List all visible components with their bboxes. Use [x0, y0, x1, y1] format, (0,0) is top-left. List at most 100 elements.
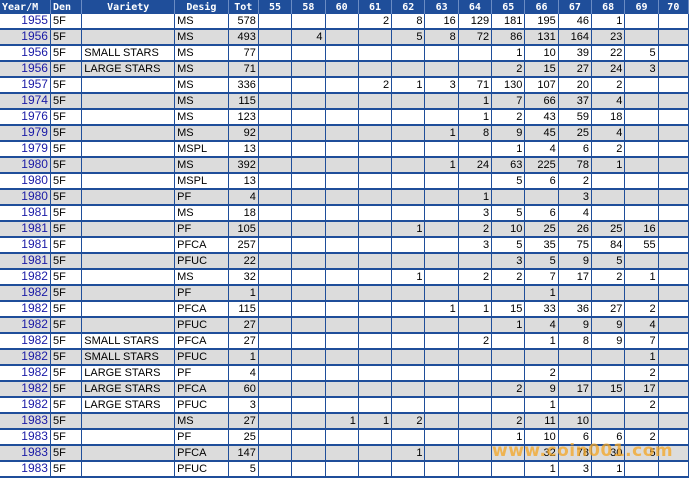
year-link[interactable]: 1982 [21, 381, 48, 395]
grade-count-cell [291, 317, 326, 334]
year-link[interactable]: 1980 [21, 173, 48, 187]
year-link[interactable]: 1976 [21, 109, 48, 123]
table-row: 1982 5F LARGE STARS PFUC 3 1 2 [0, 397, 689, 414]
grade-count-cell: 23 [591, 29, 626, 46]
year-link[interactable]: 1982 [21, 301, 48, 315]
grade-count-cell: 86 [491, 29, 526, 46]
grade-count-cell [458, 381, 493, 398]
column-header-grade-61: 61 [358, 0, 393, 14]
year-link[interactable]: 1981 [21, 205, 48, 219]
year-link[interactable]: 1980 [21, 157, 48, 171]
year-link[interactable]: 1981 [21, 221, 48, 235]
designation-cell: MS [174, 45, 229, 62]
grade-count-cell: 9 [524, 381, 559, 398]
table-row: 1982 5F PF 1 1 [0, 285, 689, 302]
grade-count-cell [358, 109, 393, 126]
grade-count-cell [291, 269, 326, 286]
year-link[interactable]: 1956 [21, 61, 48, 75]
grade-count-cell [258, 381, 293, 398]
year-link[interactable]: 1982 [21, 269, 48, 283]
year-link[interactable]: 1981 [21, 237, 48, 251]
grade-count-cell [491, 445, 526, 462]
grade-count-cell [391, 237, 426, 254]
year-link[interactable]: 1981 [21, 253, 48, 267]
grade-count-cell [291, 365, 326, 382]
grade-count-cell: 2 [458, 269, 493, 286]
year-link[interactable]: 1982 [21, 397, 48, 411]
year-link[interactable]: 1955 [21, 14, 48, 27]
grade-count-cell: 1 [491, 45, 526, 62]
grade-count-cell: 2 [591, 141, 626, 158]
grade-count-cell [624, 109, 659, 126]
grade-count-cell [391, 333, 426, 350]
variety-cell [81, 29, 176, 46]
total-cell: 92 [228, 125, 259, 142]
table-row: 1983 5F MS 27 1 1 2 2 11 10 [0, 413, 689, 430]
table-row: 1976 5F MS 123 1 2 43 59 18 [0, 109, 689, 126]
year-link[interactable]: 1956 [21, 29, 48, 43]
year-link[interactable]: 1956 [21, 45, 48, 59]
grade-count-cell: 1 [591, 461, 626, 478]
grade-count-cell: 9 [491, 125, 526, 142]
grade-count-cell: 7 [524, 269, 559, 286]
grade-count-cell [291, 221, 326, 238]
grade-count-cell [424, 93, 459, 110]
grade-count-cell: 72 [458, 29, 493, 46]
year-link[interactable]: 1979 [21, 125, 48, 139]
designation-cell: PF [174, 365, 229, 382]
variety-cell: LARGE STARS [81, 381, 176, 398]
grade-count-cell [391, 205, 426, 222]
grade-count-cell [391, 109, 426, 126]
year-link[interactable]: 1983 [21, 413, 48, 427]
grade-count-cell [391, 45, 426, 62]
year-link[interactable]: 1974 [21, 93, 48, 107]
year-link[interactable]: 1982 [21, 285, 48, 299]
year-link[interactable]: 1983 [21, 429, 48, 443]
grade-count-cell: 4 [591, 93, 626, 110]
table-row: 1979 5F MS 92 1 8 9 45 25 4 [0, 125, 689, 142]
year-link[interactable]: 1983 [21, 461, 48, 475]
year-link[interactable]: 1982 [21, 317, 48, 331]
denomination-cell: 5F [50, 301, 83, 318]
grade-count-cell [291, 125, 326, 142]
year-link[interactable]: 1982 [21, 349, 48, 363]
year-link[interactable]: 1982 [21, 365, 48, 379]
grade-count-cell: 1 [524, 285, 559, 302]
total-cell: 71 [228, 61, 259, 78]
year-cell: 1982 [0, 301, 51, 318]
grade-count-cell [591, 205, 626, 222]
grade-count-cell: 1 [524, 461, 559, 478]
grade-count-cell [325, 61, 359, 78]
year-cell: 1981 [0, 253, 51, 270]
grade-count-cell: 7 [491, 93, 526, 110]
total-cell: 22 [228, 253, 259, 270]
grade-count-cell [325, 157, 359, 174]
grade-count-cell: 33 [524, 301, 559, 318]
grade-count-cell: 2 [491, 381, 526, 398]
grade-count-cell [325, 125, 359, 142]
year-link[interactable]: 1979 [21, 141, 48, 155]
grade-count-cell [325, 189, 359, 206]
grade-count-cell: 2 [624, 397, 659, 414]
year-link[interactable]: 1983 [21, 445, 48, 459]
grade-count-cell: 27 [591, 301, 626, 318]
designation-cell: MS [174, 93, 229, 110]
grade-count-cell [391, 173, 426, 190]
year-link[interactable]: 1982 [21, 333, 48, 347]
grade-count-cell [358, 141, 393, 158]
variety-cell [81, 157, 176, 174]
column-header-variety: Variety [81, 0, 176, 14]
grade-count-cell: 78 [558, 445, 593, 462]
grade-count-cell: 6 [524, 205, 559, 222]
table-row: 1980 5F MS 392 1 24 63 225 78 1 [0, 157, 689, 174]
year-link[interactable]: 1980 [21, 189, 48, 203]
variety-cell [81, 141, 176, 158]
grade-count-cell: 2 [624, 429, 659, 446]
grade-count-cell: 4 [524, 141, 559, 158]
column-header-desig: Desig [174, 0, 229, 14]
grade-count-cell [358, 29, 393, 46]
year-link[interactable]: 1957 [21, 77, 48, 91]
grade-count-cell: 1 [624, 349, 659, 366]
grade-count-cell [258, 205, 293, 222]
